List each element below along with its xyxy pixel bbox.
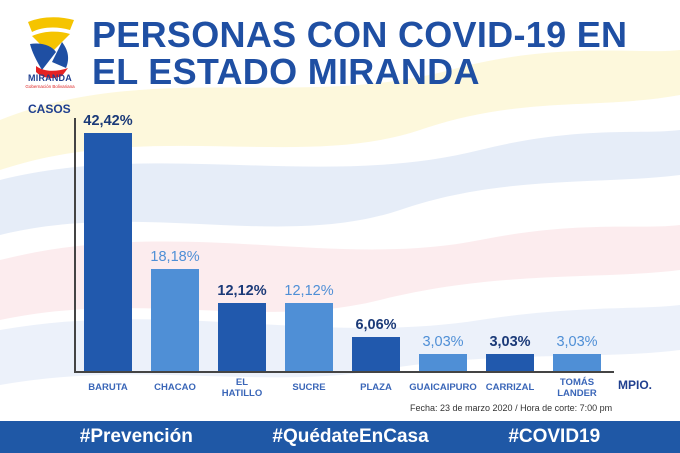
bar-3 [218, 302, 266, 371]
logo-name: MIRANDA [28, 73, 72, 83]
category-label-5: PLAZA [360, 382, 392, 393]
page-title: PERSONAS CON COVID-19 EN EL ESTADO MIRAN… [92, 14, 628, 92]
bar-value-label-8: 3,03% [556, 333, 598, 350]
bar-6 [419, 353, 467, 371]
bar-value-label-4: 12,12% [284, 282, 334, 299]
category-label-7: CARRIZAL [485, 382, 535, 393]
bar-4 [285, 302, 333, 371]
category-label-4: SUCRE [292, 382, 326, 393]
bar-7 [486, 353, 534, 371]
category-label-6: GUAICAIPURO [409, 382, 477, 393]
category-label-1: BARUTA [88, 382, 128, 393]
logo-subtitle: Gobernación Bolivariana [25, 84, 75, 89]
bar-8 [553, 353, 601, 371]
bar-value-label-6: 3,03% [422, 333, 464, 350]
hashtag-quedate-en-casa: #QuédateEnCasa [272, 426, 429, 447]
bar-2 [151, 268, 199, 371]
bar-value-label-2: 18,18% [150, 248, 200, 265]
x-axis-line [74, 371, 614, 373]
bar-5 [352, 336, 400, 371]
y-axis-line [74, 118, 76, 372]
y-axis-label: CASOS [28, 102, 71, 116]
bar-value-label-7: 3,03% [489, 333, 531, 350]
hashtag-covid19: #COVID19 [508, 426, 601, 447]
category-label-3: EL HATILLO [221, 377, 263, 399]
bar-1 [84, 132, 132, 371]
miranda-logo-icon [28, 17, 74, 79]
bar-value-label-3: 12,12% [217, 282, 267, 299]
bar-value-label-5: 6,06% [355, 316, 397, 333]
x-axis-label: MPIO. [618, 378, 653, 392]
hashtag-prevencion: #Prevención [79, 426, 193, 447]
date-note: Fecha: 23 de marzo 2020 / Hora de corte:… [410, 403, 613, 413]
bar-value-label-1: 42,42% [83, 112, 133, 129]
category-label-2: CHACAO [154, 382, 196, 393]
category-label-8: TOMÁS LANDER [557, 377, 597, 399]
hashtag-footer: #Prevención #QuédateEnCasa #COVID19 [0, 421, 680, 453]
